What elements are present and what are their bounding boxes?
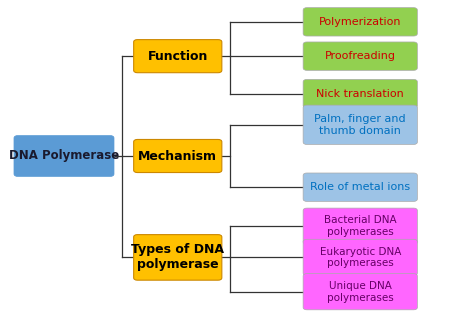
FancyBboxPatch shape <box>303 105 417 144</box>
Text: Mechanism: Mechanism <box>138 149 217 163</box>
Text: Function: Function <box>147 50 208 63</box>
Text: Unique DNA
polymerases: Unique DNA polymerases <box>327 281 393 303</box>
Text: Proofreading: Proofreading <box>325 51 396 61</box>
FancyBboxPatch shape <box>303 8 417 36</box>
Text: DNA Polymerase: DNA Polymerase <box>9 149 119 163</box>
Text: Types of DNA
polymerase: Types of DNA polymerase <box>131 243 224 271</box>
Text: Bacterial DNA
polymerases: Bacterial DNA polymerases <box>324 215 397 237</box>
FancyBboxPatch shape <box>134 139 222 173</box>
Text: Palm, finger and
thumb domain: Palm, finger and thumb domain <box>314 114 406 136</box>
FancyBboxPatch shape <box>303 80 417 108</box>
FancyBboxPatch shape <box>134 40 222 73</box>
FancyBboxPatch shape <box>303 42 417 71</box>
FancyBboxPatch shape <box>303 173 417 202</box>
FancyBboxPatch shape <box>134 235 222 280</box>
Text: Eukaryotic DNA
polymerases: Eukaryotic DNA polymerases <box>319 246 401 268</box>
FancyBboxPatch shape <box>303 274 417 310</box>
Text: Nick translation: Nick translation <box>316 89 404 99</box>
Text: Polymerization: Polymerization <box>319 17 401 27</box>
FancyBboxPatch shape <box>303 208 417 244</box>
Text: Role of metal ions: Role of metal ions <box>310 182 410 192</box>
FancyBboxPatch shape <box>14 135 114 177</box>
FancyBboxPatch shape <box>303 239 417 275</box>
